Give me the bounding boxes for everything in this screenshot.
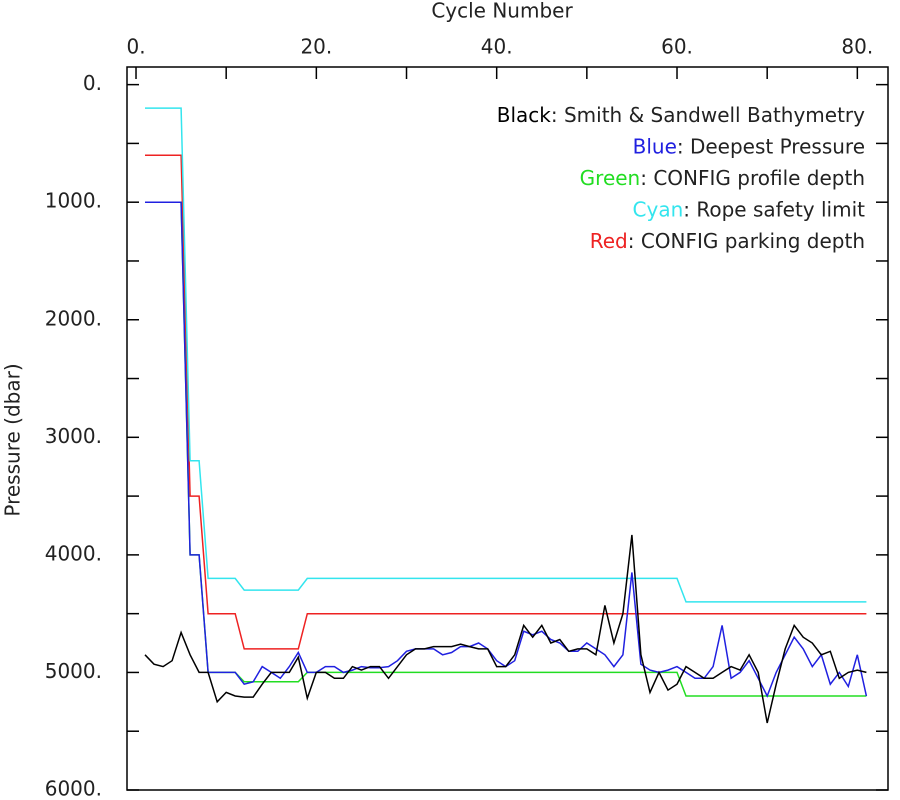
legend-color-name: Red [590, 229, 628, 253]
y-tick-label: 4000. [45, 541, 102, 565]
series-line [145, 107, 867, 603]
legend-entry: Black: Smith & Sandwell Bathymetry [497, 103, 865, 127]
legend-color-name: Black [497, 103, 552, 127]
legend-label: : Smith & Sandwell Bathymetry [551, 103, 865, 127]
x-tick-label: 0. [126, 35, 145, 59]
series-line [145, 201, 867, 697]
series-line [145, 201, 868, 698]
series-line [144, 534, 867, 724]
y-tick-label: 0. [83, 71, 102, 95]
legend-entry: Cyan: Rope safety limit [633, 197, 866, 221]
x-tick-label: 20. [300, 35, 332, 59]
plot-frame [126, 66, 889, 791]
y-tick-label: 2000. [45, 306, 102, 330]
legend-entry: Red: CONFIG parking depth [590, 229, 865, 253]
series-line [145, 154, 867, 650]
x-tick-label: 80. [841, 35, 873, 59]
legend-label: : Rope safety limit [683, 197, 865, 221]
y-tick-label: 3000. [45, 424, 102, 448]
legend-label: : CONFIG profile depth [640, 166, 865, 190]
legend-label: : CONFIG parking depth [628, 229, 865, 253]
legend-color-name: Blue [633, 134, 677, 158]
legend-label: : Deepest Pressure [677, 134, 865, 158]
legend-entry: Green: CONFIG profile depth [580, 166, 865, 190]
y-tick-label: 5000. [45, 659, 102, 683]
legend-color-name: Cyan [633, 197, 684, 221]
y-axis-title: Pressure (dbar) [1, 363, 25, 516]
x-tick-label: 40. [481, 35, 513, 59]
legend-color-name: Green [580, 166, 641, 190]
legend-entry: Blue: Deepest Pressure [633, 134, 865, 158]
x-axis-title: Cycle Number [431, 0, 573, 23]
x-tick-label: 60. [661, 35, 693, 59]
y-tick-label: 1000. [45, 189, 102, 213]
y-tick-label: 6000. [45, 777, 102, 800]
